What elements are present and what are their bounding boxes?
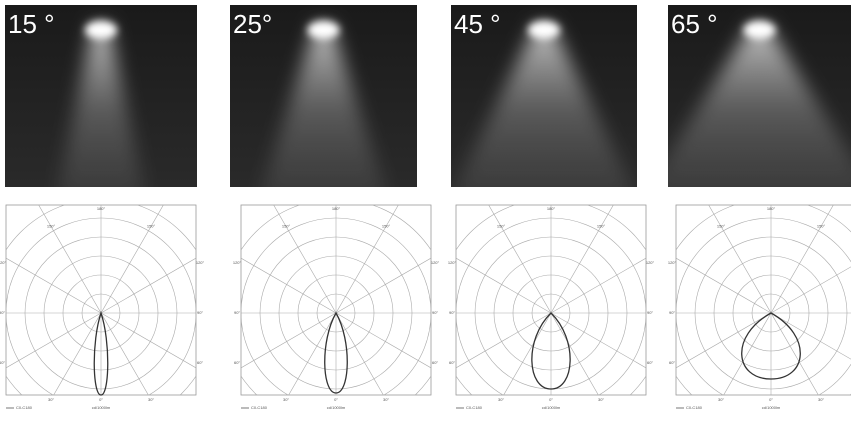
unit-label: cd/1000lm (762, 405, 781, 410)
angle-label: 150° (597, 223, 606, 228)
angle-label: 150° (282, 223, 291, 228)
polar-grid (241, 205, 431, 395)
beam (58, 25, 144, 187)
beam-label: 65 ° (671, 9, 718, 39)
angle-label: 120° (431, 260, 440, 265)
glow (528, 21, 560, 39)
angle-label: 0° (334, 397, 338, 402)
angle-label: 180° (97, 206, 106, 211)
angle-label: 150° (47, 223, 56, 228)
angle-label: 150° (817, 223, 826, 228)
angle-label: 120° (646, 260, 655, 265)
angle-label: 60° (432, 360, 438, 365)
beam (262, 25, 385, 187)
legend-label: C0-C180 (466, 405, 483, 410)
polar-grid (456, 205, 646, 395)
intensity-curve (93, 310, 109, 396)
angle-label: 30° (283, 397, 289, 402)
beam (668, 25, 851, 187)
polar-diagram: 180°150°150°120°120°90°90°60°60°0°30°30°… (668, 204, 851, 410)
angle-label: 90° (432, 310, 438, 315)
beam-group (455, 21, 633, 187)
angle-label: 60° (0, 360, 5, 365)
intensity-curve (531, 312, 571, 390)
angle-label: 180° (547, 206, 556, 211)
angle-label: 30° (498, 397, 504, 402)
angle-label: 150° (147, 223, 156, 228)
unit-label: cd/1000lm (92, 405, 111, 410)
polar-grid (676, 205, 851, 395)
glow (85, 21, 117, 39)
angle-label: 150° (717, 223, 726, 228)
angle-label: 60° (647, 360, 653, 365)
angle-label: 30° (48, 397, 54, 402)
angle-label: 30° (818, 397, 824, 402)
angle-label: 180° (332, 206, 341, 211)
unit-label: cd/1000lm (327, 405, 346, 410)
angle-label: 90° (669, 310, 675, 315)
angle-label: 150° (497, 223, 506, 228)
angle-label: 0° (769, 397, 773, 402)
intensity-curve (324, 311, 348, 394)
beam-group (58, 21, 144, 187)
angle-label: 0° (549, 397, 553, 402)
angle-label: 90° (197, 310, 203, 315)
photo: 25° (230, 5, 417, 187)
angle-label: 60° (197, 360, 203, 365)
angle-label: 120° (196, 260, 205, 265)
polar-ring (6, 205, 196, 395)
beam-label: 15 ° (8, 9, 55, 39)
angle-label: 0° (99, 397, 103, 402)
glow (307, 21, 340, 39)
angle-label: 120° (668, 260, 677, 265)
beam (455, 25, 633, 187)
angle-label: 90° (647, 310, 653, 315)
photo: 15 ° (5, 5, 197, 187)
legend-label: C0-C180 (686, 405, 703, 410)
angle-label: 60° (449, 360, 455, 365)
angle-label: 60° (669, 360, 675, 365)
beam-group (668, 21, 851, 187)
angle-label: 90° (234, 310, 240, 315)
angle-label: 150° (382, 223, 391, 228)
unit-label: cd/1000lm (542, 405, 561, 410)
angle-label: 120° (233, 260, 242, 265)
beam-label: 45 ° (454, 9, 501, 39)
intensity-curve (741, 312, 801, 380)
angle-label: 30° (383, 397, 389, 402)
angle-label: 90° (0, 310, 5, 315)
angle-label: 30° (598, 397, 604, 402)
polar-diagram: 180° 150° 150° 120° 120° 90° 90° 60° 60° 0° 30° 30°… (233, 204, 440, 410)
photo: 65 ° (668, 5, 851, 187)
photo: 45 ° (451, 5, 637, 187)
legend-label: C0-C180 (251, 405, 268, 410)
legend-label: C0-C180 (16, 405, 33, 410)
angle-label: 30° (718, 397, 724, 402)
angle-label: 30° (148, 397, 154, 402)
beam-label: 25° (233, 9, 272, 39)
angle-label: 120° (448, 260, 457, 265)
polar-diagram: 180° 150° 150° 120° 120° 90° 90° 60° 60° 0° 30° 30°… (0, 204, 205, 410)
beam-group (262, 21, 385, 187)
polar-diagram: 180° 150° 150° 120° 120° 90° 90° 60° 60° 0° 30° 30°… (448, 204, 655, 410)
angle-label: 90° (449, 310, 455, 315)
angle-label: 60° (234, 360, 240, 365)
angle-label: 120° (0, 260, 7, 265)
angle-label: 180° (767, 206, 776, 211)
glow (743, 21, 776, 39)
